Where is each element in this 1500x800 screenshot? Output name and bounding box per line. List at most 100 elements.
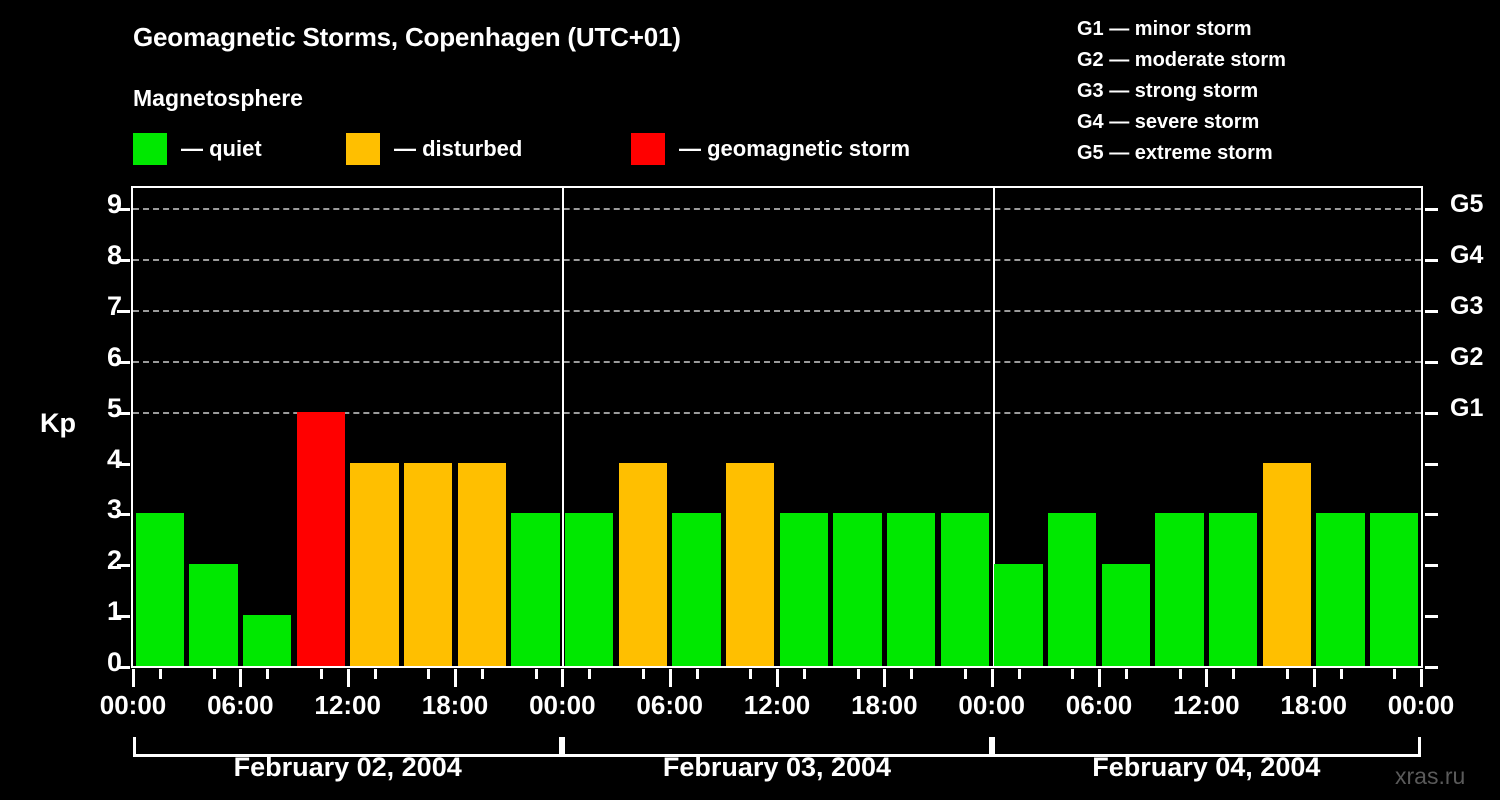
- x-tick-label-0: 00:00: [99, 690, 167, 720]
- x-tick-mark-8: [990, 669, 994, 687]
- x-tick-mark-12: [1420, 669, 1423, 687]
- bar: [242, 615, 292, 666]
- x-minor-tick-17: [1071, 669, 1075, 679]
- x-tick-mark-11: [1312, 669, 1316, 687]
- x-minor-tick-5: [427, 669, 431, 679]
- g-scale-row-3: G3 — strong storm: [1077, 80, 1259, 102]
- x-minor-tick-0: [158, 669, 162, 679]
- g-tick-label-G5: G5: [1450, 190, 1484, 219]
- legend-label-quiet: — quiet: [181, 136, 262, 161]
- g-scale-row-2: G2 — moderate storm: [1077, 49, 1286, 71]
- watermark: xras.ru: [1395, 763, 1466, 789]
- g-tick-label-G2: G2: [1450, 342, 1484, 371]
- g-tick-label-G3: G3: [1450, 292, 1484, 321]
- x-tick-mark-0: [132, 669, 135, 687]
- y-tick-label-9: 9: [106, 189, 122, 220]
- x-tick-mark-10: [1205, 669, 1209, 687]
- gridline-kp-9: [133, 208, 1421, 211]
- g-axis-minor-tick-2: [1425, 564, 1438, 568]
- bar: [296, 411, 346, 666]
- legend-label-geomagnetic-storm: — geomagnetic storm: [679, 136, 911, 161]
- y-tick-mark-0: [117, 666, 130, 669]
- legend-label-disturbed: — disturbed: [394, 136, 523, 161]
- day-label-2: February 03, 2004: [662, 752, 892, 782]
- y-tick-label-4: 4: [106, 443, 122, 474]
- bar: [994, 564, 1043, 666]
- x-minor-tick-9: [641, 669, 645, 679]
- bar: [1047, 513, 1097, 666]
- page-title: Geomagnetic Storms, Copenhagen (UTC+01): [133, 22, 681, 52]
- x-minor-tick-19: [1178, 669, 1182, 679]
- day-bracket-1: [133, 737, 563, 757]
- day-label-3: February 04, 2004: [1092, 752, 1321, 782]
- legend-item-disturbed: — disturbed: [346, 132, 522, 166]
- g-tick-mark-G2: [1425, 360, 1438, 364]
- x-tick-mark-9: [1098, 669, 1101, 687]
- y-tick-label-8: 8: [106, 240, 122, 271]
- g-tick-mark-G5: [1425, 208, 1438, 212]
- y-tick-mark-1: [117, 615, 130, 619]
- x-minor-tick-18: [1124, 669, 1128, 679]
- day-bracket-3: [991, 737, 1421, 757]
- chart-subtitle: Magnetosphere: [133, 85, 303, 111]
- y-tick-mark-4: [117, 462, 130, 466]
- x-tick-mark-6: [776, 669, 779, 687]
- y-tick-mark-7: [117, 310, 130, 314]
- x-tick-label-12: 00:00: [1387, 690, 1455, 720]
- legend-item-quiet: — quiet: [133, 132, 262, 166]
- x-minor-tick-2: [266, 669, 270, 679]
- x-minor-tick-12: [802, 669, 806, 679]
- x-tick-mark-3: [454, 669, 457, 687]
- x-minor-tick-8: [588, 669, 592, 679]
- bar: [189, 564, 238, 666]
- g-axis-minor-tick-1: [1425, 615, 1438, 619]
- bar: [564, 513, 614, 666]
- bar: [779, 513, 829, 666]
- y-tick-label-6: 6: [106, 341, 122, 372]
- legend-swatch-geomagnetic-storm-icon: [631, 133, 665, 165]
- x-minor-tick-21: [1285, 669, 1289, 679]
- bar-series: [133, 188, 1421, 666]
- bar: [457, 462, 507, 666]
- bar: [403, 462, 453, 666]
- legend-swatch-disturbed-icon: [346, 133, 380, 165]
- x-minor-tick-4: [373, 669, 377, 679]
- g-tick-mark-G1: [1425, 411, 1438, 415]
- g-tick-label-G4: G4: [1450, 241, 1484, 270]
- bar: [1262, 462, 1312, 666]
- y-axis-label: Kp: [40, 408, 76, 438]
- bar: [1369, 513, 1419, 666]
- x-minor-tick-22: [1339, 669, 1343, 679]
- bar: [672, 513, 721, 666]
- x-tick-label-4: 00:00: [529, 690, 596, 720]
- x-minor-tick-6: [480, 669, 484, 679]
- y-tick-label-2: 2: [106, 545, 122, 576]
- x-tick-label-11: 18:00: [1280, 690, 1347, 720]
- x-tick-label-5: 06:00: [636, 690, 703, 720]
- x-minor-tick-16: [1017, 669, 1021, 679]
- bar: [1101, 564, 1151, 666]
- x-minor-tick-20: [1232, 669, 1236, 679]
- bar: [511, 513, 560, 666]
- g-scale-row-5: G5 — extreme storm: [1077, 142, 1273, 164]
- gridline-kp-8: [133, 259, 1421, 262]
- bar: [886, 513, 936, 666]
- bar: [1208, 513, 1258, 666]
- bar: [1155, 513, 1204, 666]
- y-tick-mark-5: [117, 411, 130, 415]
- gridline-kp-6: [133, 360, 1421, 363]
- x-minor-tick-23: [1393, 669, 1397, 679]
- x-minor-tick-15: [963, 669, 967, 679]
- g-tick-label-G1: G1: [1450, 393, 1484, 422]
- bar: [618, 462, 668, 666]
- y-tick-mark-9: [117, 208, 130, 212]
- y-tick-label-3: 3: [106, 494, 122, 525]
- x-tick-label-10: 12:00: [1173, 690, 1240, 720]
- g-scale-legend: G1 — minor storm G2 — moderate storm G3 — …: [1077, 14, 1286, 169]
- x-tick-label-6: 12:00: [743, 690, 811, 720]
- x-tick-label-7: 18:00: [851, 690, 918, 720]
- day-separator-2: [993, 188, 995, 666]
- day-separator-1: [562, 188, 564, 666]
- bar: [1316, 513, 1365, 666]
